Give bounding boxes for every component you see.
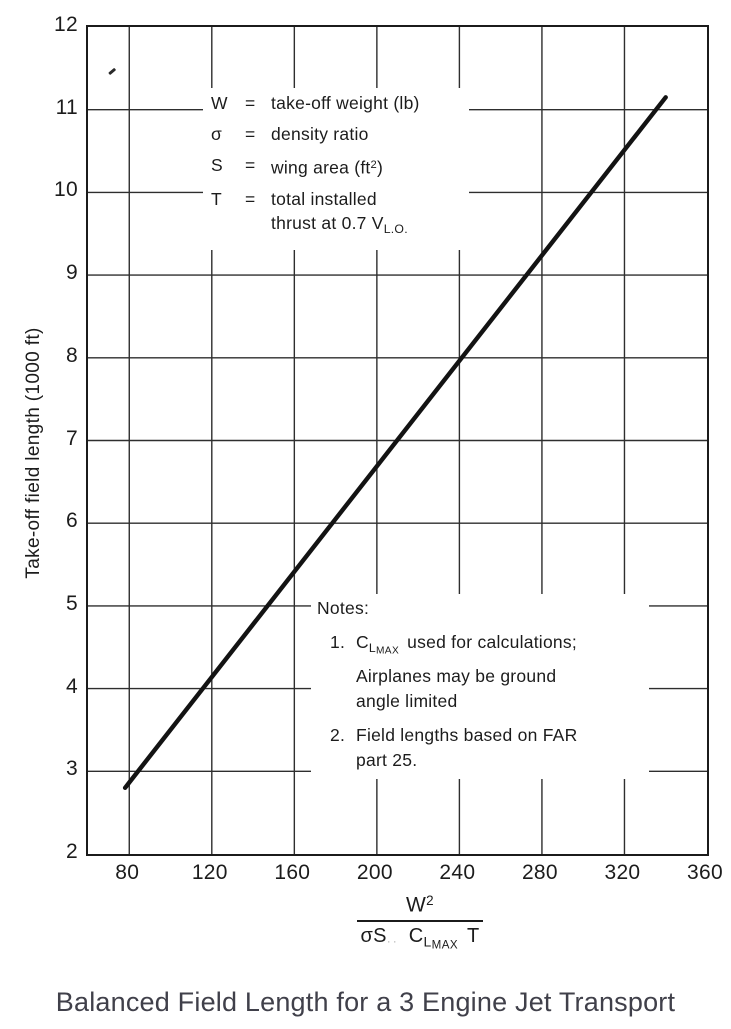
equals-sign: = [245, 188, 256, 209]
note-number: 1. [330, 632, 346, 652]
y-tick-label: 10 [54, 178, 78, 202]
x-tick-label: 280 [521, 861, 558, 884]
legend-row-thrust: T = total installed thrust at 0.7 VL.O. [211, 187, 469, 241]
legend-row-wing-area: S = wing area (ft2) [211, 153, 469, 180]
y-tick-label: 5 [66, 591, 78, 615]
y-tick-label: 11 [55, 95, 78, 119]
y-tick-label: 2 [66, 840, 78, 863]
x-tick-label: 320 [604, 861, 641, 884]
faded-subscript: ·· [386, 934, 399, 949]
y-tick-label: 8 [66, 343, 78, 367]
note-text: CLMAX used for calculations; Airplanes ma… [356, 632, 578, 711]
x-axis-formula: W2 σS·· CLMAX T [338, 893, 502, 951]
y-axis-label: Take-off field length (1000 ft) [23, 327, 44, 579]
x-tick-label: 240 [439, 861, 476, 884]
equals-sign: = [245, 155, 256, 175]
notes-block: Notes: 1. CLMAX used for calculations; Ai… [311, 594, 649, 779]
y-tick-label: 9 [66, 261, 78, 285]
y-tick-label: 3 [66, 757, 78, 781]
y-tick-label: 6 [66, 509, 78, 533]
fraction-bar [357, 919, 483, 922]
equals-sign: = [245, 124, 256, 144]
legend-text: take-off weight (lb) [271, 93, 420, 113]
x-tick-label: 160 [274, 861, 311, 884]
y-tick-label: 12 [54, 13, 78, 36]
legend-text: total installed thrust at 0.7 VL.O. [271, 188, 408, 236]
y-tick-label: 7 [66, 426, 78, 450]
x-tick-label: 120 [191, 861, 228, 884]
sub-subscript: MAX [375, 645, 400, 657]
notes-title: Notes: [317, 598, 370, 618]
legend-symbol: σ [211, 124, 223, 144]
x-tick-label: 80 [115, 861, 140, 884]
figure-caption: Balanced Field Length for a 3 Engine Jet… [55, 987, 676, 1017]
y-tick-label: 4 [66, 674, 78, 698]
equals-sign: = [245, 93, 256, 113]
legend-symbol: W [211, 93, 228, 113]
sub-subscript: MAX [431, 938, 458, 952]
legend-row-density: σ = density ratio [211, 122, 469, 146]
data-line [122, 95, 668, 790]
note-number: 2. [330, 724, 346, 745]
x-axis-ticks: 80 120 160 200 240 280 320 360 [0, 861, 731, 889]
note-text: Field lengths based on FAR part 25. [356, 724, 578, 770]
superscript: 2 [370, 159, 378, 171]
subscript: L [423, 933, 432, 950]
legend-text: density ratio [271, 124, 369, 144]
legend-symbol: T [211, 188, 222, 209]
legend-text: wing area (ft2) [271, 157, 384, 178]
legend-symbol: S [211, 155, 223, 175]
subscript: L [368, 640, 376, 655]
x-tick-label: 360 [687, 861, 723, 884]
note-item-1: 1. CLMAX used for calculations; Airplanes… [330, 630, 649, 714]
legend-row-weight: W = take-off weight (lb) [211, 91, 469, 115]
subscript: L.O. [383, 221, 408, 236]
legend: W = take-off weight (lb) σ = density rat… [203, 88, 469, 250]
superscript: 2 [426, 893, 434, 908]
formula-denominator: σS·· CLMAX T [360, 924, 480, 952]
formula-numerator: W2 [406, 893, 434, 917]
note-item-2: 2. Field lengths based on FAR part 25. [330, 723, 649, 773]
x-tick-label: 200 [356, 861, 393, 884]
